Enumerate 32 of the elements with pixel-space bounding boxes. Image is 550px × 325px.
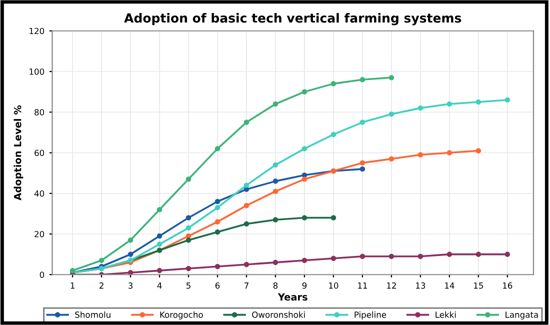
- legend-label: Lekki: [436, 311, 456, 318]
- x-tick-label: 8: [273, 282, 278, 289]
- x-tick-label: 6: [215, 282, 220, 289]
- legend-label: Korogocho: [160, 311, 203, 320]
- x-axis-title: Years: [278, 293, 308, 301]
- x-tick-label: 3: [128, 282, 133, 289]
- legend-label: Oworonshoki: [252, 311, 305, 318]
- legend-label: Langata: [506, 312, 538, 320]
- legend-label: Pipeline: [354, 311, 386, 320]
- x-tick-label: 11: [358, 282, 367, 289]
- y-tick-label: 0: [40, 272, 44, 278]
- y-tick-label: 120: [30, 28, 44, 34]
- x-tick-label: 4: [157, 282, 162, 289]
- x-tick-label: 1: [70, 282, 74, 289]
- x-tick-label: 2: [99, 282, 104, 289]
- y-tick-label: 80: [34, 109, 44, 116]
- y-tick-label: 60: [34, 150, 44, 156]
- x-tick-label: 9: [302, 282, 307, 289]
- x-tick-label: 16: [503, 282, 512, 289]
- x-tick-label: 14: [445, 282, 454, 289]
- chart-title: Adoption of basic tech vertical farming systems: [124, 13, 462, 26]
- legend-label: Shomolu: [75, 311, 110, 318]
- x-tick-label: 7: [244, 282, 248, 289]
- x-tick-label: 13: [416, 282, 426, 289]
- x-tick-label: 12: [387, 282, 396, 289]
- y-tick-label: 100: [30, 68, 44, 75]
- y-axis-title: Adoption Level %: [14, 105, 24, 200]
- x-tick-label: 5: [186, 282, 190, 289]
- x-tick-label: 15: [474, 282, 483, 289]
- y-tick-label: 20: [34, 230, 44, 238]
- y-tick-label: 40: [34, 190, 44, 197]
- x-tick-label: 10: [329, 282, 338, 289]
